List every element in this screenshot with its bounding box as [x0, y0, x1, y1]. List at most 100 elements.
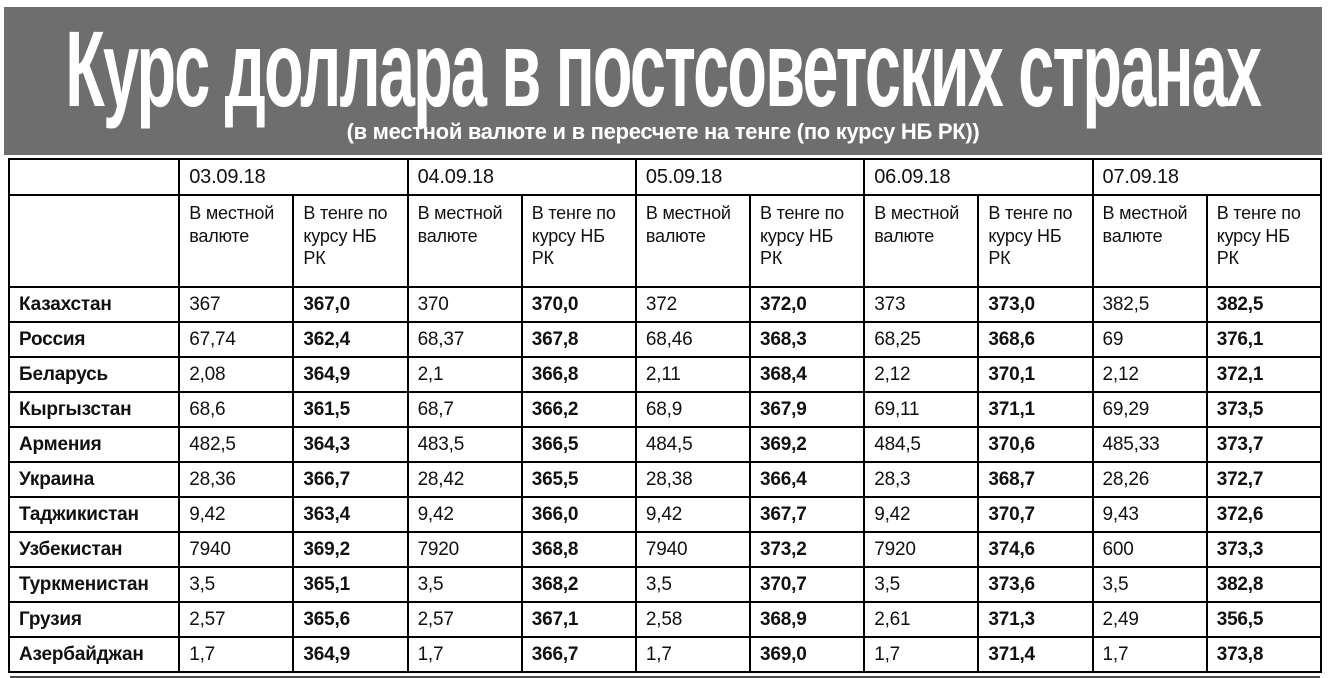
rate-tenge-cell: 368,7: [977, 461, 1094, 498]
rate-tenge-cell: 364,9: [292, 636, 409, 673]
rate-tenge-cell: 371,4: [977, 636, 1094, 673]
rate-local-cell: 68,7: [406, 391, 523, 428]
rate-tenge-cell: 369,2: [292, 531, 409, 568]
headline-banner: Курс доллара в постсоветских странах (в …: [4, 7, 1322, 155]
rate-tenge-cell: 370,7: [977, 496, 1094, 533]
rate-tenge-cell: 368,9: [749, 601, 866, 638]
subheader-local-currency: В местной валюте: [634, 194, 752, 288]
rate-tenge-cell: 366,5: [520, 426, 637, 463]
rate-tenge-cell: 376,1: [1205, 321, 1323, 358]
rate-tenge-cell: 366,7: [520, 636, 637, 673]
rate-local-cell: 9,42: [406, 496, 523, 533]
rates-table-body: Казахстан 367 367,0 370 370,0 372 372,0 373 373,…: [7, 286, 1323, 673]
rate-tenge-cell: 368,4: [749, 356, 866, 393]
table-row: Украина 28,36 366,7 28,42 365,5 28,38 366,4 28,…: [7, 461, 1323, 498]
rate-tenge-cell: 366,0: [520, 496, 637, 533]
table-row: Азербайджан 1,7 364,9 1,7 366,7 1,7 369,0 1,7 37…: [7, 636, 1323, 673]
rate-local-cell: 1,7: [406, 636, 523, 673]
rate-tenge-cell: 366,2: [520, 391, 637, 428]
rate-local-cell: 7940: [634, 531, 752, 568]
rate-local-cell: 7920: [863, 531, 980, 568]
rate-tenge-cell: 371,3: [977, 601, 1094, 638]
rate-tenge-cell: 366,7: [292, 461, 409, 498]
rate-local-cell: 69: [1091, 321, 1208, 358]
rate-tenge-cell: 373,2: [749, 531, 866, 568]
rate-local-cell: 2,49: [1091, 601, 1208, 638]
rate-local-cell: 68,46: [634, 321, 752, 358]
subheader-local-currency: В местной валюте: [178, 194, 295, 288]
rate-local-cell: 382,5: [1091, 286, 1208, 323]
country-cell: Грузия: [7, 601, 181, 638]
country-cell: Узбекистан: [7, 531, 181, 568]
rate-local-cell: 68,37: [406, 321, 523, 358]
rate-local-cell: 69,29: [1091, 391, 1208, 428]
country-cell: Армения: [7, 426, 181, 463]
rate-tenge-cell: 362,4: [292, 321, 409, 358]
date-header: 05.09.18: [634, 158, 866, 196]
rate-local-cell: 1,7: [178, 636, 295, 673]
country-cell: Азербайджан: [7, 636, 181, 673]
rate-tenge-cell: 372,0: [749, 286, 866, 323]
date-header: 03.09.18: [178, 158, 409, 196]
rate-local-cell: 28,36: [178, 461, 295, 498]
rate-local-cell: 2,12: [863, 356, 980, 393]
rate-tenge-cell: 356,5: [1205, 601, 1323, 638]
rate-tenge-cell: 370,1: [977, 356, 1094, 393]
rate-tenge-cell: 365,5: [520, 461, 637, 498]
subheader-local-currency: В местной валюте: [406, 194, 523, 288]
rate-local-cell: 3,5: [406, 566, 523, 603]
rate-local-cell: 67,74: [178, 321, 295, 358]
rate-local-cell: 2,61: [863, 601, 980, 638]
country-cell: Кыргызстан: [7, 391, 181, 428]
rate-local-cell: 3,5: [1091, 566, 1208, 603]
table-row: Грузия 2,57 365,6 2,57 367,1 2,58 368,9 2,61 371…: [7, 601, 1323, 638]
rate-local-cell: 28,42: [406, 461, 523, 498]
country-cell: Украина: [7, 461, 181, 498]
rate-local-cell: 9,42: [634, 496, 752, 533]
rate-tenge-cell: 369,2: [749, 426, 866, 463]
subheader-tenge-rate: В тенге по курсу НБ РК: [520, 194, 637, 288]
rate-local-cell: 3,5: [634, 566, 752, 603]
rate-tenge-cell: 365,1: [292, 566, 409, 603]
rate-tenge-cell: 371,1: [977, 391, 1094, 428]
rate-local-cell: 7940: [178, 531, 295, 568]
corner-cell: [7, 158, 181, 196]
rate-tenge-cell: 361,5: [292, 391, 409, 428]
rate-tenge-cell: 370,0: [520, 286, 637, 323]
date-header: 07.09.18: [1091, 158, 1323, 196]
rate-local-cell: 2,58: [634, 601, 752, 638]
table-row: Казахстан 367 367,0 370 370,0 372 372,0 373 373,…: [7, 286, 1323, 323]
country-cell: Туркменистан: [7, 566, 181, 603]
rate-tenge-cell: 366,8: [520, 356, 637, 393]
subheader-tenge-rate: В тенге по курсу НБ РК: [749, 194, 866, 288]
table-row: Туркменистан 3,5 365,1 3,5 368,2 3,5 370,7 3,5 3…: [7, 566, 1323, 603]
table-row: Таджикистан 9,42 363,4 9,42 366,0 9,42 367,7 9,…: [7, 496, 1323, 533]
rate-local-cell: 7920: [406, 531, 523, 568]
rate-local-cell: 484,5: [634, 426, 752, 463]
page-title: Курс доллара в постсоветских странах: [65, 7, 1263, 129]
rate-tenge-cell: 363,4: [292, 496, 409, 533]
rate-local-cell: 367: [178, 286, 295, 323]
rate-local-cell: 1,7: [863, 636, 980, 673]
rate-local-cell: 483,5: [406, 426, 523, 463]
rate-local-cell: 372: [634, 286, 752, 323]
rate-tenge-cell: 373,8: [1205, 636, 1323, 673]
rate-local-cell: 600: [1091, 531, 1208, 568]
bottom-edge-bar: [10, 676, 1320, 678]
rate-local-cell: 2,57: [406, 601, 523, 638]
dates-header-row: 03.09.18 04.09.18 05.09.18 06.09.18 07.0…: [7, 158, 1323, 196]
rate-tenge-cell: 373,3: [1205, 531, 1323, 568]
rate-tenge-cell: 370,7: [749, 566, 866, 603]
rate-local-cell: 2,12: [1091, 356, 1208, 393]
rate-local-cell: 373: [863, 286, 980, 323]
rate-local-cell: 28,26: [1091, 461, 1208, 498]
subheader-local-currency: В местной валюте: [863, 194, 980, 288]
subheaders-row: В местной валюте В тенге по курсу НБ РК …: [7, 194, 1323, 288]
rate-local-cell: 484,5: [863, 426, 980, 463]
rate-tenge-cell: 368,2: [520, 566, 637, 603]
country-cell: Беларусь: [7, 356, 181, 393]
table-row: Кыргызстан 68,6 361,5 68,7 366,2 68,9 367,9 69,…: [7, 391, 1323, 428]
rate-local-cell: 28,38: [634, 461, 752, 498]
page-subtitle: (в местной валюте и в пересчете на тенге…: [346, 119, 980, 145]
rate-tenge-cell: 367,0: [292, 286, 409, 323]
